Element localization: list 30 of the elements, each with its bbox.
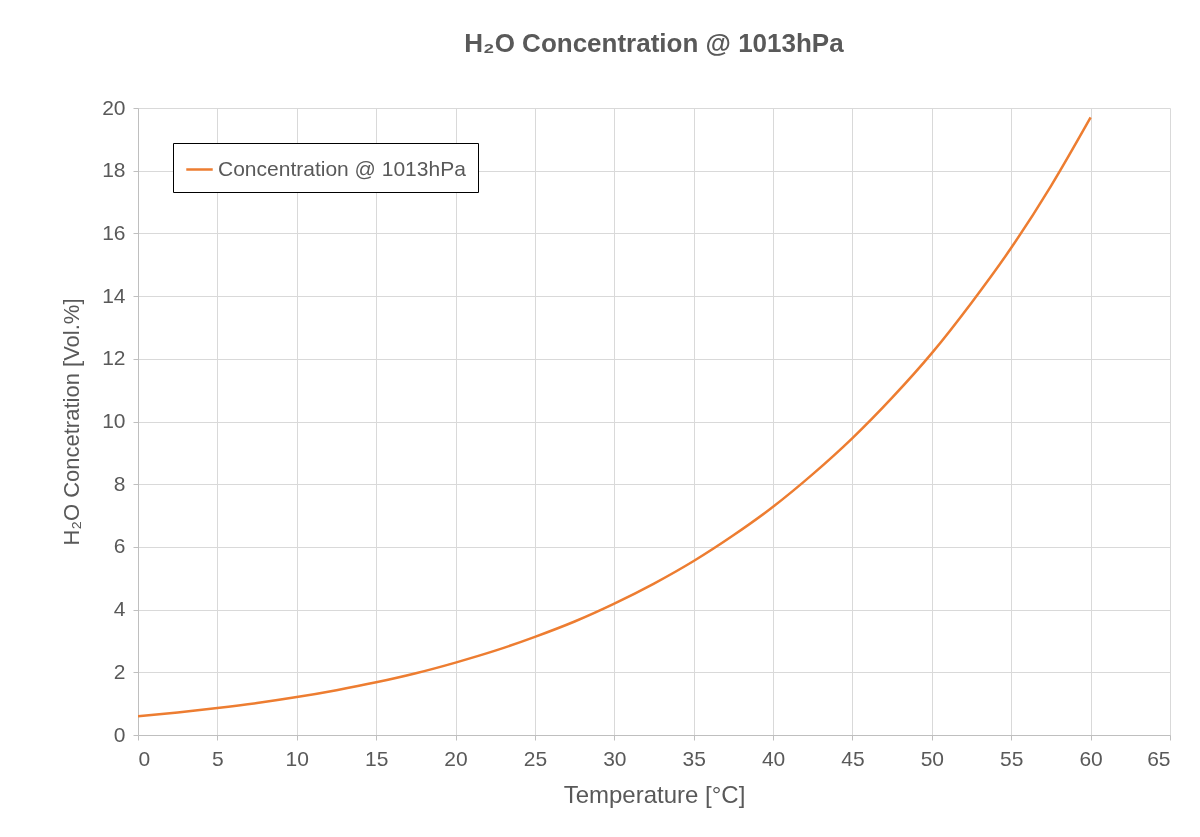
y-tick-label: 18 xyxy=(102,158,126,182)
x-tick-label: 20 xyxy=(444,746,468,770)
x-tick-label: 60 xyxy=(1079,746,1103,770)
x-tick-label: 40 xyxy=(761,746,786,770)
y-tick-label: 14 xyxy=(102,283,126,307)
x-axis-title: Temperature [°C] xyxy=(563,780,746,808)
y-tick-label: 4 xyxy=(113,597,126,621)
x-tick-label: 50 xyxy=(920,746,945,770)
x-tick-label: 30 xyxy=(603,746,627,770)
x-tick-label: 45 xyxy=(841,746,865,770)
x-tick-label: 15 xyxy=(364,746,389,770)
x-tick-label: 10 xyxy=(285,746,309,770)
x-tick-label: 65 xyxy=(1147,746,1171,770)
x-tick-label: 55 xyxy=(1000,746,1024,770)
y-tick-label: 8 xyxy=(113,471,126,495)
y-tick-label: 0 xyxy=(113,722,126,746)
y-tick-label: 16 xyxy=(102,220,126,244)
y-tick-label: 12 xyxy=(102,346,126,370)
x-tick-label: 35 xyxy=(682,746,706,770)
y-tick-label: 6 xyxy=(113,534,126,558)
y-axis-title: H₂O Concetration [Vol.%] xyxy=(59,298,85,546)
x-tick-label: 25 xyxy=(523,746,548,770)
x-tick-label: 5 xyxy=(212,746,224,770)
y-tick-label: 20 xyxy=(102,95,126,119)
y-tick-label: 10 xyxy=(102,409,126,432)
line-series xyxy=(138,116,1092,718)
chart-title: H₂O Concentration @ 1013hPa xyxy=(464,28,845,58)
x-tick-label: 0 xyxy=(138,746,151,770)
legend-label: Concentration @ 1013hPa xyxy=(218,156,467,180)
y-tick-label: 2 xyxy=(113,659,126,683)
